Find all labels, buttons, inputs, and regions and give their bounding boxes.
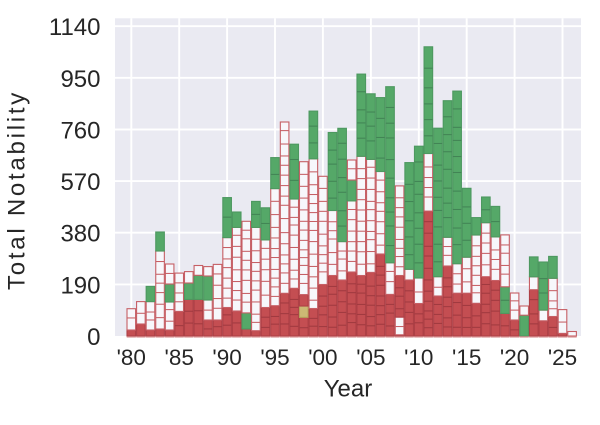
svg-text:'80: '80 (117, 345, 146, 370)
svg-text:570: 570 (60, 169, 100, 196)
svg-text:380: 380 (60, 221, 100, 248)
svg-text:1140: 1140 (49, 14, 101, 41)
svg-text:'20: '20 (500, 345, 529, 370)
svg-text:'90: '90 (212, 345, 241, 370)
svg-text:760: 760 (60, 118, 100, 145)
svg-text:'95: '95 (260, 345, 289, 370)
svg-text:'15: '15 (452, 345, 481, 370)
svg-text:Year: Year (324, 376, 373, 403)
svg-text:Total Notability: Total Notability (4, 90, 31, 290)
svg-text:'00: '00 (308, 345, 337, 370)
svg-text:'10: '10 (404, 345, 433, 370)
svg-text:'25: '25 (548, 345, 577, 370)
svg-text:190: 190 (60, 272, 100, 299)
svg-text:'05: '05 (356, 345, 385, 370)
svg-text:950: 950 (60, 66, 100, 93)
svg-text:'85: '85 (165, 345, 194, 370)
svg-text:0: 0 (87, 324, 100, 351)
